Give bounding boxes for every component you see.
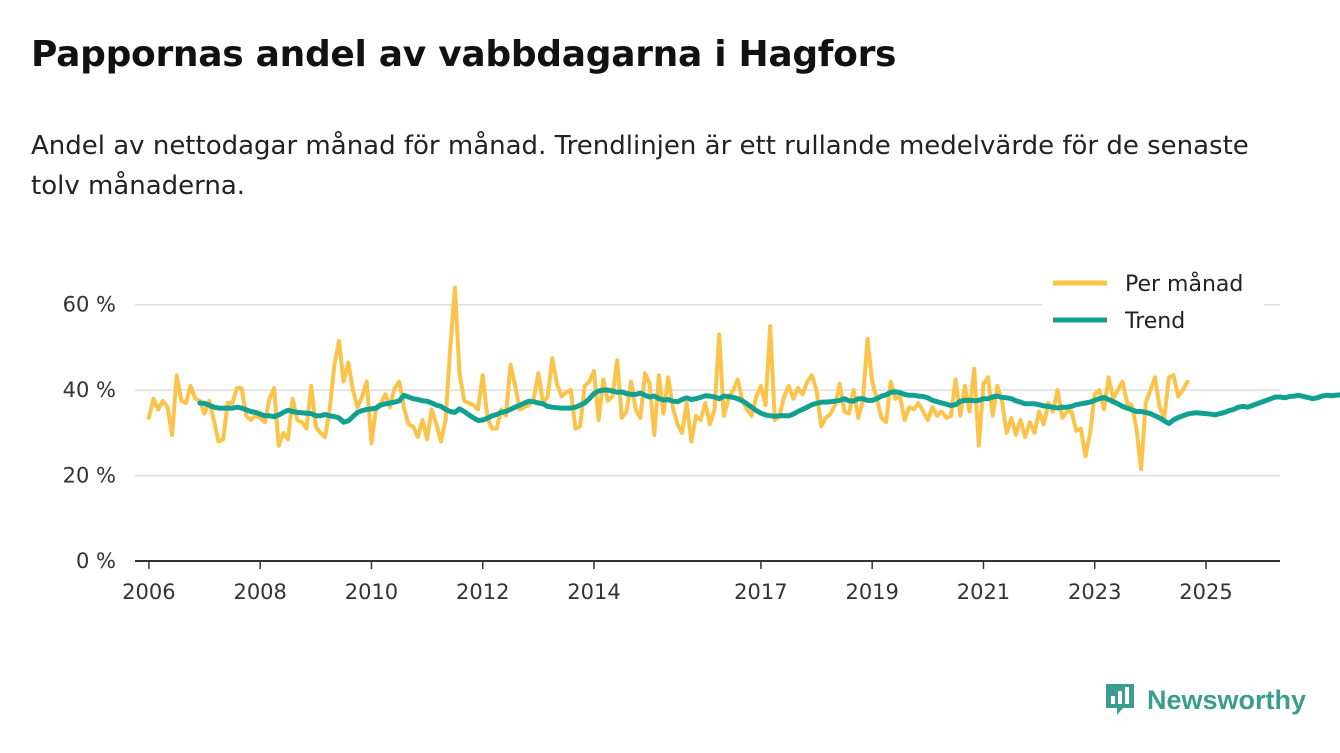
series-line-per-manad: [146, 285, 1190, 472]
series-layer: [146, 285, 1340, 472]
y-tick-label: 60 %: [63, 293, 116, 317]
x-tick-label: 2006: [122, 580, 175, 604]
y-tick-label: 20 %: [63, 464, 116, 488]
x-tick-label: 2012: [456, 580, 509, 604]
y-tick-label: 0 %: [76, 549, 116, 573]
grid-lines: 0 % 20 % 40 % 60 %: [63, 293, 1280, 573]
x-tick-label: 2008: [233, 580, 286, 604]
x-tick-label: 2023: [1068, 580, 1121, 604]
series-line-trend: [197, 387, 1340, 426]
x-axis: 2006 2008 2010 2012 2014 2017 2019 2021 2023 2025: [122, 560, 1280, 604]
y-tick-label: 40 %: [63, 378, 116, 402]
legend-label-per-manad: Per månad: [1125, 271, 1243, 297]
x-tick-label: 2019: [845, 580, 898, 604]
x-tick-label: 2021: [957, 580, 1010, 604]
chart-title: Pappornas andel av vabbdagarna i Hagfors: [31, 34, 897, 75]
newsworthy-logo-text: Newsworthy: [1147, 684, 1307, 715]
x-tick-label: 2025: [1179, 580, 1232, 604]
x-tick-label: 2014: [567, 580, 620, 604]
x-tick-label: 2010: [345, 580, 398, 604]
legend: Per månad Trend: [1042, 262, 1264, 342]
chart-subtitle: Andel av nettodagar månad för månad. Tre…: [31, 131, 1249, 201]
x-tick-label: 2017: [734, 580, 787, 604]
newsworthy-logo: Newsworthy: [1103, 681, 1306, 719]
legend-label-trend: Trend: [1124, 309, 1185, 334]
newsworthy-logo-icon: [1106, 684, 1134, 715]
legend-background: [1042, 262, 1264, 342]
